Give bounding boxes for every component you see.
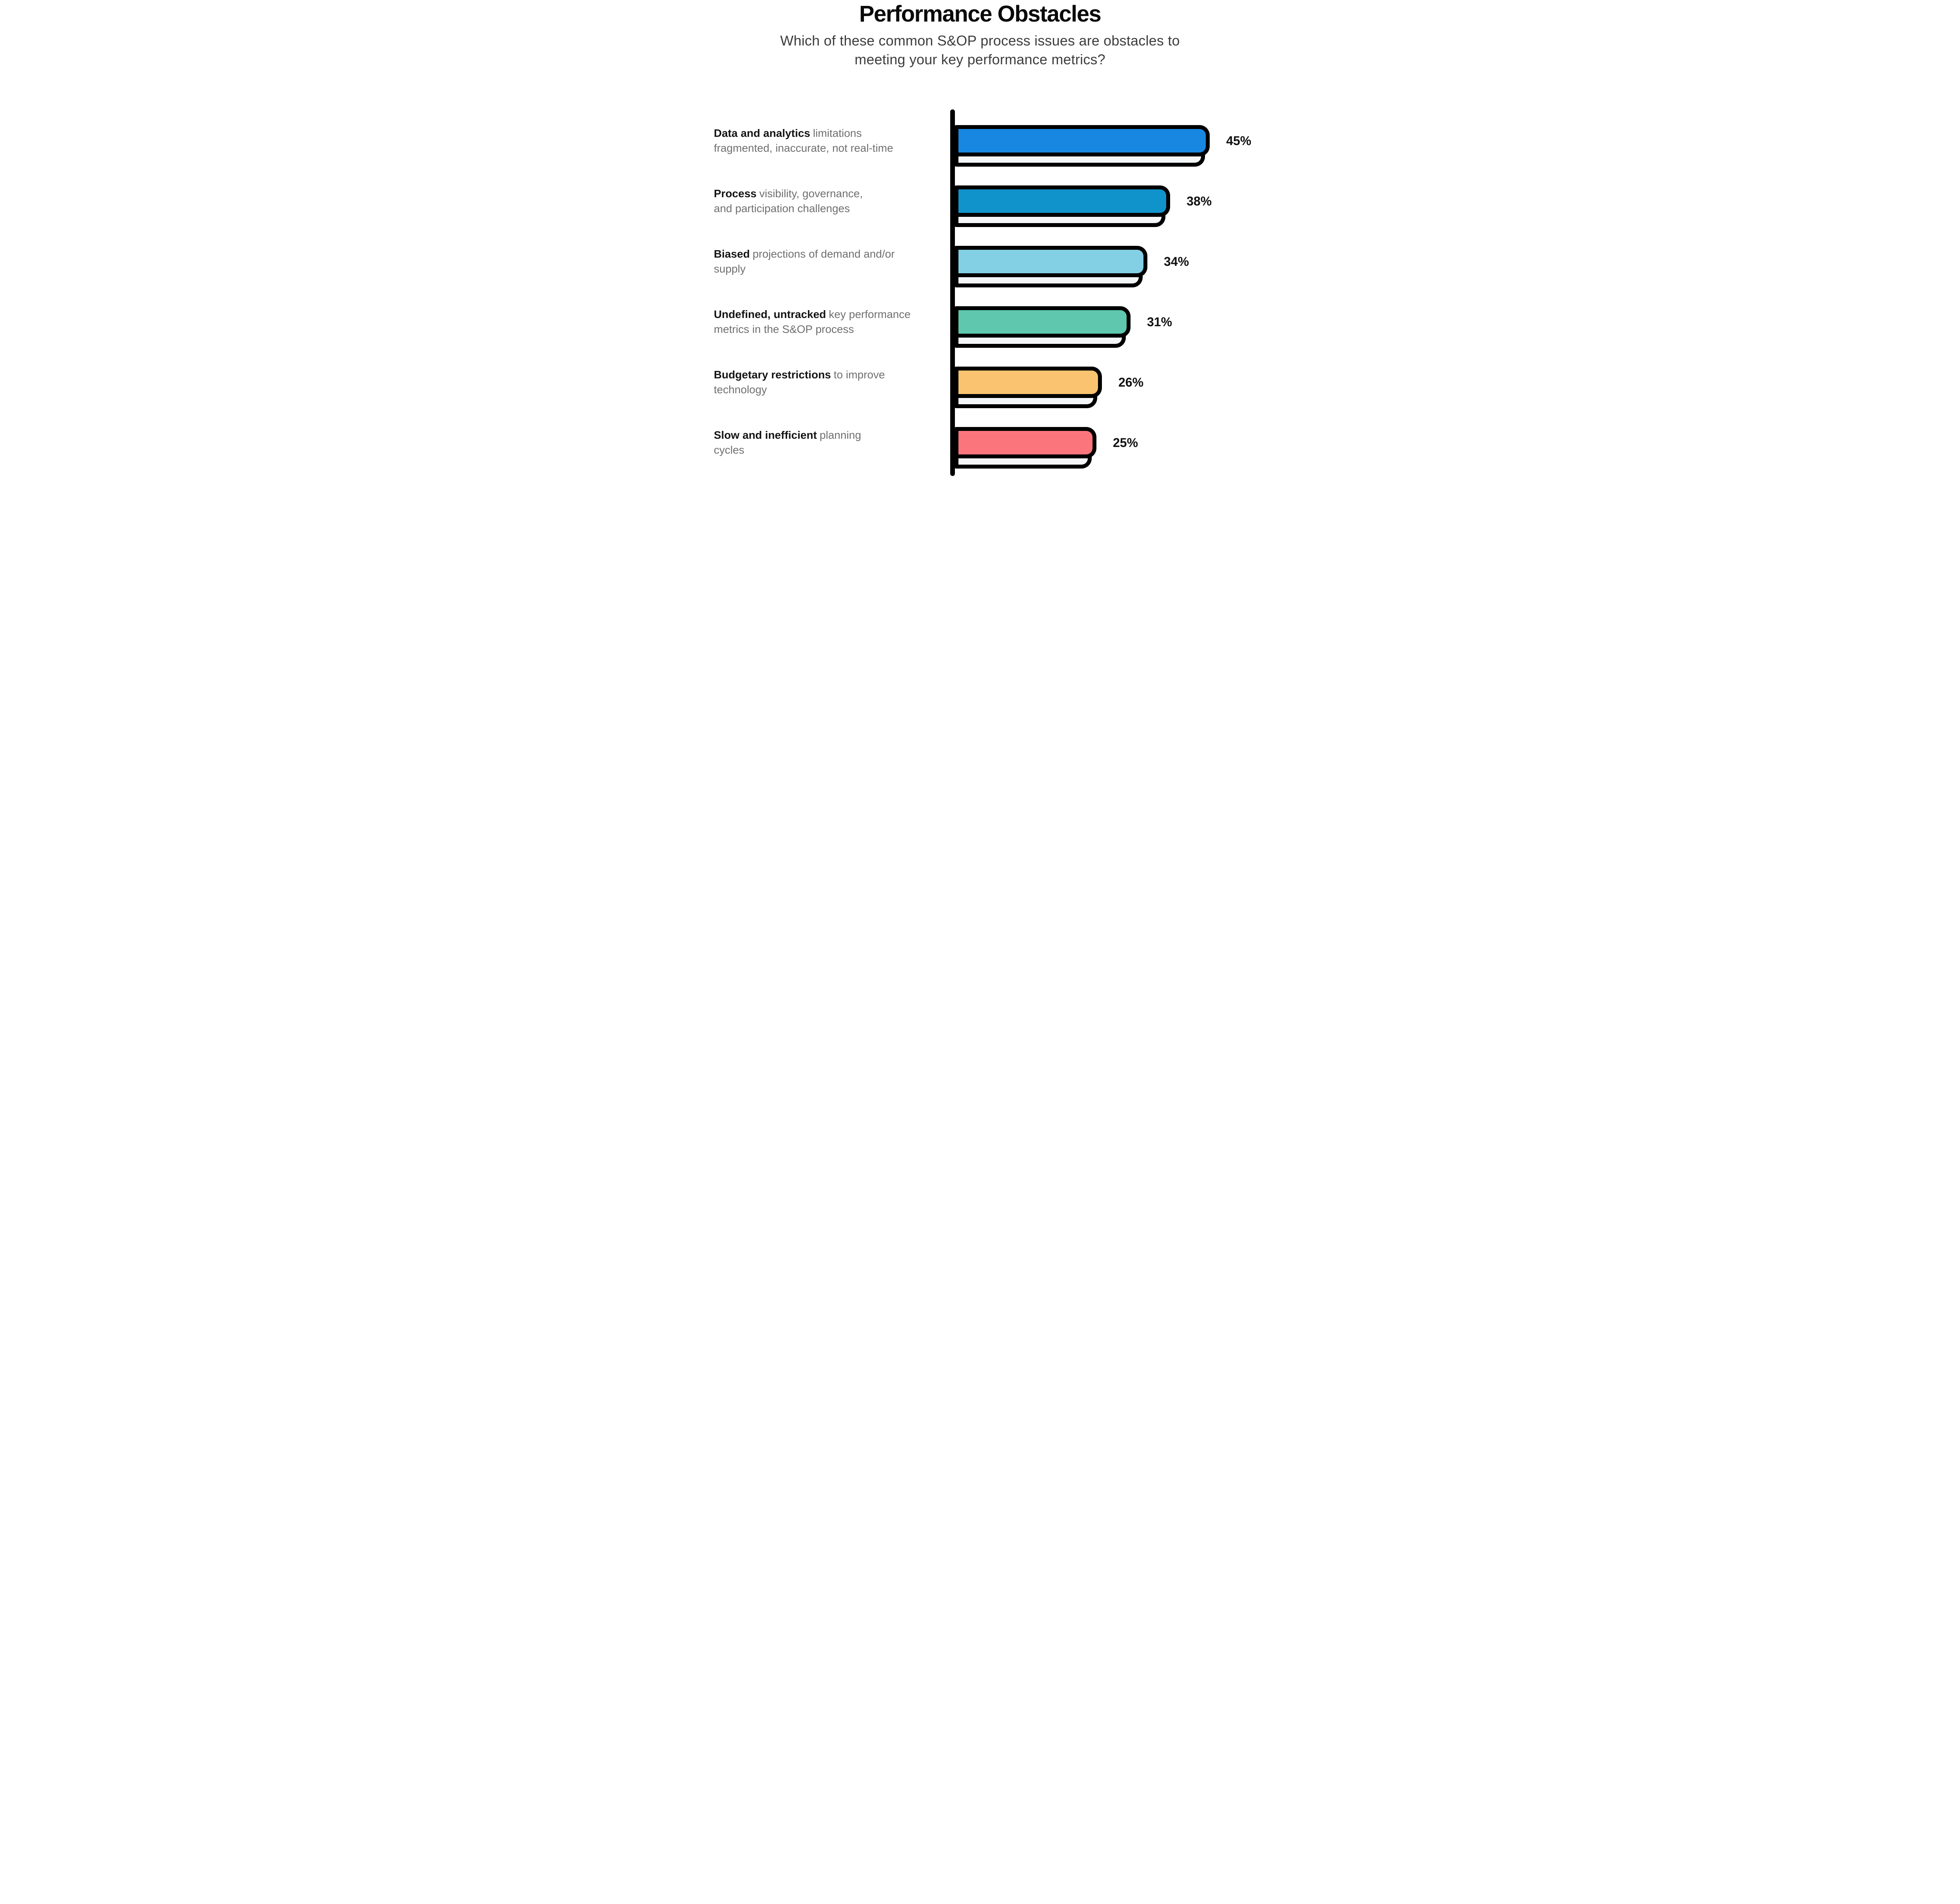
category-label-bold: Data and analytics [714, 127, 810, 139]
category-label-bold: Process [714, 187, 757, 200]
bar [955, 367, 1102, 398]
category-label-line2: and participation challenges [714, 202, 850, 214]
value-label: 34% [1164, 254, 1189, 269]
category-label-gray: projections of demand and/or [752, 248, 895, 260]
category-label: Slow and inefficient planning cycles [714, 428, 946, 458]
category-label: Budgetary restrictions to improve technol… [714, 367, 946, 397]
category-label-bold: Slow and inefficient [714, 429, 817, 441]
bar [955, 185, 1170, 217]
category-label-line2: metrics in the S&OP process [714, 323, 854, 335]
bar [955, 427, 1096, 458]
category-label: Data and analytics limitations fragmented… [714, 126, 946, 156]
value-label: 31% [1147, 315, 1172, 329]
category-label-bold: Undefined, untracked [714, 308, 826, 320]
value-label: 45% [1226, 134, 1251, 148]
chart-subtitle-line1: Which of these common S&OP process issue… [780, 33, 1180, 49]
category-label-bold: Biased [714, 248, 750, 260]
category-label-line2: cycles [714, 444, 744, 456]
value-label: 38% [1187, 194, 1212, 208]
category-label-gray: planning [819, 429, 861, 441]
category-label-bold: Budgetary restrictions [714, 369, 831, 381]
category-label-line2: technology [714, 383, 767, 396]
category-label: Process visibility, governance, and parti… [714, 186, 946, 216]
chart-canvas: Performance Obstacles Which of these com… [709, 0, 1251, 476]
category-label-gray: key performance [829, 308, 911, 320]
chart-title: Performance Obstacles [859, 1, 1102, 27]
bar [955, 125, 1210, 156]
category-label-gray: visibility, governance, [759, 187, 863, 200]
bar-row: Slow and inefficient planning cycles 25% [709, 427, 1251, 476]
category-label-gray: to improve [833, 369, 885, 381]
category-label-line2: fragmented, inaccurate, not real-time [714, 142, 893, 154]
bar-row: Data and analytics limitations fragmented… [709, 125, 1251, 185]
chart-subtitle-line2: meeting your key performance metrics? [855, 51, 1105, 67]
category-label: Undefined, untracked key performance metr… [714, 307, 946, 337]
value-label: 26% [1118, 375, 1144, 389]
bar [955, 246, 1147, 277]
chart-subtitle: Which of these common S&OP process issue… [709, 31, 1251, 69]
bar [955, 306, 1131, 338]
bar-row: Biased projections of demand and/or suppl… [709, 246, 1251, 306]
category-label-gray: limitations [813, 127, 862, 139]
bar-row: Process visibility, governance, and parti… [709, 185, 1251, 246]
y-axis-baseline [950, 109, 955, 476]
category-label: Biased projections of demand and/or suppl… [714, 247, 946, 276]
category-label-line2: supply [714, 263, 746, 275]
bar-row: Budgetary restrictions to improve technol… [709, 367, 1251, 427]
value-label: 25% [1113, 436, 1138, 450]
bar-row: Undefined, untracked key performance metr… [709, 306, 1251, 367]
